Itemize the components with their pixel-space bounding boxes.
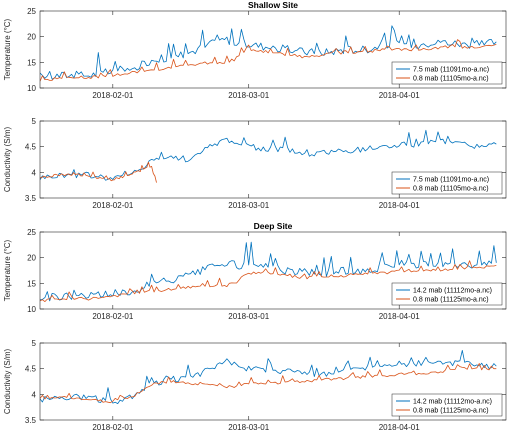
- y-tick-label: 25: [27, 7, 36, 16]
- legend-entry: 0.8 mab (11105mo-a.nc): [413, 76, 489, 83]
- y-tick-label: 25: [27, 228, 36, 237]
- y-tick-label: 20: [27, 33, 36, 42]
- y-axis-label: Temperature (°C): [3, 239, 12, 301]
- legend-entry: 14.2 mab (11112mo-a.nc): [413, 288, 492, 295]
- series-group: [40, 25, 497, 82]
- x-tick-label: 2018-04-01: [379, 312, 420, 321]
- chart-title: Shallow Site: [248, 0, 298, 10]
- y-tick-label: 10: [27, 84, 36, 93]
- chart-panel-1: 10 15 20 25 2018-02-01 2018-03-01 2018-04-01 Sh…: [3, 0, 507, 100]
- x-tick-label: 2018-03-01: [228, 91, 269, 100]
- axes-box: [39, 231, 507, 310]
- series-line-2: [40, 260, 497, 302]
- y-tick-label: 3.5: [25, 416, 37, 425]
- x-tick-label: 2018-03-01: [228, 423, 269, 432]
- legend-entry: 7.5 mab (11091mo-a.nc): [413, 177, 489, 184]
- x-tick-label: 2018-03-01: [228, 312, 269, 321]
- series-group: [40, 350, 497, 404]
- y-tick-label: 5: [32, 117, 37, 126]
- legend-box: [391, 393, 503, 417]
- x-tick-label: 2018-02-01: [92, 423, 133, 432]
- y-tick-label: 4: [32, 390, 37, 399]
- series-line-1: [40, 129, 497, 181]
- series-line-2: [40, 363, 497, 404]
- chart-panel-3: 10 15 20 25 2018-02-01 2018-03-01 2018-04-01 De…: [3, 221, 507, 321]
- chart-title: Deep Site: [254, 221, 293, 231]
- y-tick-label: 4.5: [25, 365, 37, 374]
- x-tick-label: 2018-04-01: [379, 91, 420, 100]
- series-line-1: [40, 25, 497, 80]
- y-tick-label: 3.5: [25, 194, 37, 203]
- y-tick-label: 15: [27, 58, 36, 67]
- legend-entry: 7.5 mab (11091mo-a.nc): [413, 67, 489, 74]
- series-group: [40, 129, 497, 183]
- axes-box: [39, 342, 507, 421]
- series-line-2: [40, 161, 157, 183]
- legend-box: [391, 61, 503, 85]
- legend-entry: 0.8 mab (11125mo-a.nc): [413, 408, 489, 415]
- series-line-1: [40, 350, 497, 404]
- x-tick-label: 2018-03-01: [228, 201, 269, 210]
- series-line-2: [40, 39, 497, 82]
- legend-box: [391, 282, 503, 306]
- y-axis-label: Temperature (°C): [3, 18, 12, 80]
- y-tick-label: 4: [32, 168, 37, 177]
- axes-box: [39, 10, 507, 89]
- legend-entry: 14.2 mab (11112mo-a.nc): [413, 399, 492, 406]
- series-group: [40, 241, 497, 302]
- series-line-1: [40, 241, 497, 302]
- legend-box: [391, 171, 503, 195]
- legend: 14.2 mab (11112mo-a.nc) 0.8 mab (11125mo-…: [391, 393, 503, 417]
- y-tick-label: 4.5: [25, 143, 37, 152]
- legend: 14.2 mab (11112mo-a.nc) 0.8 mab (11125mo-…: [391, 282, 503, 306]
- legend: 7.5 mab (11091mo-a.nc) 0.8 mab (11105mo-a…: [391, 61, 503, 85]
- x-tick-label: 2018-02-01: [92, 312, 133, 321]
- y-tick-label: 15: [27, 279, 36, 288]
- x-tick-label: 2018-02-01: [92, 201, 133, 210]
- legend: 7.5 mab (11091mo-a.nc) 0.8 mab (11105mo-a…: [391, 171, 503, 195]
- y-tick-label: 5: [32, 339, 37, 348]
- x-tick-label: 2018-04-01: [379, 201, 420, 210]
- x-tick-label: 2018-02-01: [92, 91, 133, 100]
- y-axis-label: Conductivity (S/m): [3, 126, 12, 192]
- legend-entry: 0.8 mab (11105mo-a.nc): [413, 186, 489, 193]
- x-tick-label: 2018-04-01: [379, 423, 420, 432]
- y-axis-label: Conductivity (S/m): [3, 348, 12, 414]
- axes-box: [39, 120, 507, 199]
- legend-entry: 0.8 mab (11125mo-a.nc): [413, 297, 489, 304]
- chart-panel-4: 3.5 4 4.5 5 2018-02-01 2018-03-01 2018-04-01 Co…: [3, 339, 507, 432]
- y-tick-label: 10: [27, 305, 36, 314]
- y-tick-label: 20: [27, 254, 36, 263]
- chart-panel-2: 3.5 4 4.5 5 2018-02-01 2018-03-01 2018-04-01 Co…: [3, 117, 507, 210]
